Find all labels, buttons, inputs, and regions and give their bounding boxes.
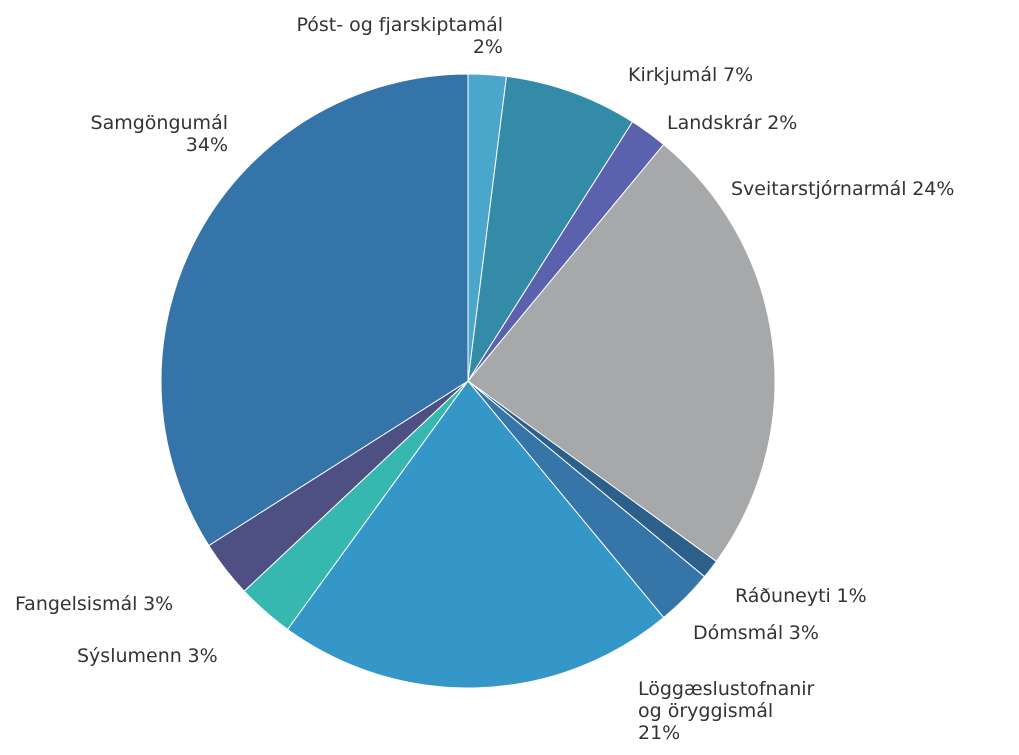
slice-label: Dómsmál 3%	[693, 622, 819, 644]
pie-slice	[160, 73, 469, 547]
category-name: Fangelsismál	[15, 593, 138, 615]
slice-label: Sveitarstjórnarmál 24%	[731, 178, 954, 200]
value-label: 34%	[185, 134, 228, 156]
category-name: Póst- og fjarskiptamál	[296, 14, 503, 36]
slice-label: Samgöngumál 34%	[28, 112, 228, 156]
value-label: 21%	[638, 722, 681, 744]
pie-slice	[467, 143, 776, 563]
category-name: Sveitarstjórnarmál	[731, 178, 907, 200]
value-label: 24%	[912, 178, 955, 200]
slice-label: Póst- og fjarskiptamál 2%	[203, 14, 503, 58]
slice-label: Löggæslustofnanir og öryggismál 21%	[638, 678, 828, 744]
category-name: Landskrár	[667, 112, 762, 134]
value-label: 3%	[788, 622, 819, 644]
value-label: 2%	[472, 36, 503, 58]
category-name: Sýslumenn	[77, 645, 182, 667]
value-label: 1%	[836, 585, 867, 607]
category-name: Samgöngumál	[90, 112, 228, 134]
category-name: Ráðuneyti	[735, 585, 831, 607]
pie-slice	[467, 75, 634, 382]
value-label: 3%	[187, 645, 218, 667]
category-name: Kirkjumál	[628, 64, 718, 86]
slice-label: Ráðuneyti 1%	[735, 585, 867, 607]
slice-label: Kirkjumál 7%	[628, 64, 753, 86]
category-name: Löggæslustofnanir og öryggismál	[638, 678, 815, 722]
slice-label: Sýslumenn 3%	[77, 645, 218, 667]
value-label: 3%	[143, 593, 174, 615]
slice-label: Landskrár 2%	[667, 112, 797, 134]
slice-label: Fangelsismál 3%	[15, 593, 173, 615]
value-label: 7%	[723, 64, 754, 86]
category-name: Dómsmál	[693, 622, 784, 644]
value-label: 2%	[767, 112, 798, 134]
pie-slice	[286, 380, 665, 689]
